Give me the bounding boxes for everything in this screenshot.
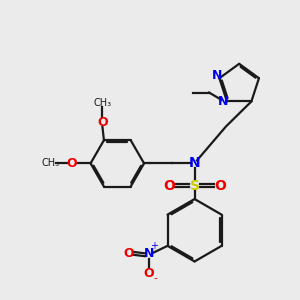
Text: N: N	[189, 156, 200, 170]
Text: +: +	[151, 241, 158, 251]
Text: -: -	[153, 274, 157, 284]
Text: O: O	[123, 247, 134, 260]
Text: S: S	[190, 179, 200, 193]
Text: O: O	[214, 179, 226, 193]
Text: CH₃: CH₃	[93, 98, 112, 108]
Text: N: N	[144, 247, 154, 260]
Text: N: N	[218, 95, 229, 108]
Text: O: O	[97, 116, 108, 129]
Text: O: O	[164, 179, 175, 193]
Text: O: O	[67, 157, 77, 170]
Text: N: N	[212, 69, 222, 82]
Text: CH₃: CH₃	[42, 158, 60, 168]
Text: O: O	[144, 267, 154, 280]
